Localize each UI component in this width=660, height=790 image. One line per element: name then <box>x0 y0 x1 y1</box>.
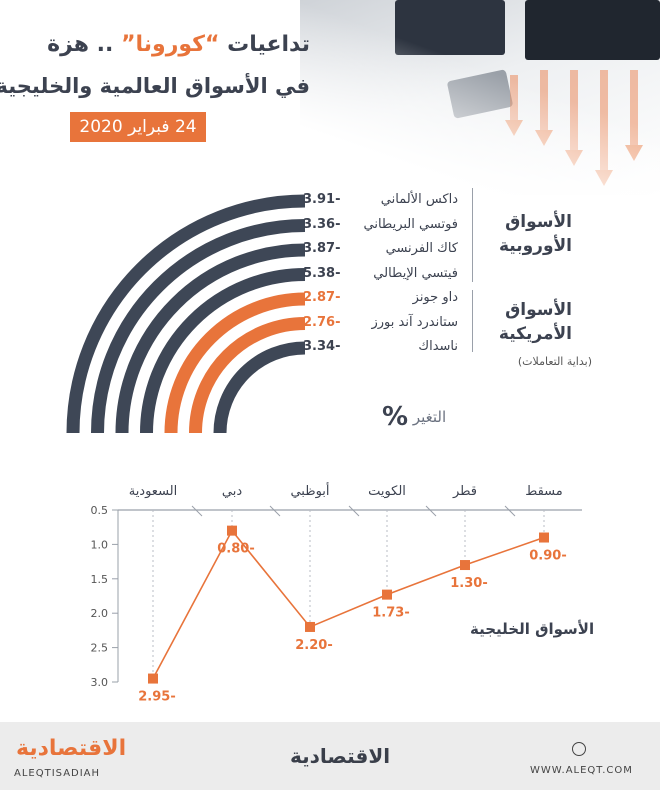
europe-divider <box>472 188 473 282</box>
us-divider <box>472 290 473 352</box>
web-icon <box>572 742 586 756</box>
category-divider <box>425 505 437 517</box>
brand-latin: ALEQTISADIAH <box>14 768 101 779</box>
data-label: 1.30- <box>450 576 487 591</box>
europe-group-label: الأسواق الأوروبية <box>498 212 572 256</box>
change-percent-label: التغير % <box>382 402 447 432</box>
gulf-series-label: الأسواق الخليجية <box>470 620 595 638</box>
y-tick-label: 1.0 <box>91 538 109 551</box>
footer-bar <box>0 722 660 790</box>
us-opening-note: (بداية التعاملات) <box>517 355 592 368</box>
index-arc <box>91 219 306 434</box>
data-label: 1.73- <box>372 606 409 621</box>
index-name: فوتسي البريطاني <box>363 216 458 232</box>
y-tick-label: 1.5 <box>91 573 109 586</box>
category-label: السعودية <box>129 484 178 499</box>
data-point <box>227 525 237 536</box>
us-group-label: الأسواق الأمريكية <box>498 300 572 344</box>
index-value: 3.91- <box>303 192 341 207</box>
category-divider <box>191 505 203 517</box>
page-title: تداعيات “كورونا” .. هزة <box>47 32 310 57</box>
category-label: مسقط <box>525 484 562 499</box>
index-arc <box>213 341 306 434</box>
data-point <box>539 532 549 543</box>
index-value: 3.36- <box>303 216 341 232</box>
y-tick-label: 2.0 <box>91 607 109 620</box>
index-name: ستاندرد آند بورز <box>371 314 459 330</box>
index-value: 2.87- <box>303 290 341 305</box>
category-divider <box>269 505 281 517</box>
data-point <box>382 589 392 600</box>
y-tick-label: 3.0 <box>91 676 109 689</box>
category-label: دبي <box>222 484 242 499</box>
index-value: 2.76- <box>303 314 341 330</box>
index-name: داكس الألماني <box>380 192 458 207</box>
index-name: ناسداك <box>418 339 458 354</box>
data-label: 2.20- <box>295 638 332 653</box>
page-subtitle: في الأسواق العالمية والخليجية <box>0 74 310 98</box>
index-value: 3.34- <box>303 339 341 354</box>
index-value: 5.38- <box>303 265 341 281</box>
category-label: الكويت <box>368 484 406 499</box>
y-tick-label: 2.5 <box>91 642 109 655</box>
data-label: 2.95- <box>138 690 175 705</box>
header-photo-fade <box>300 0 660 200</box>
index-name: فيتسي الإيطالي <box>373 265 458 281</box>
brand-wordmark: الاقتصادية <box>290 744 391 768</box>
brand-logo: الاقتصادية <box>16 736 127 761</box>
index-arc <box>115 243 306 434</box>
date-badge: 24 فبراير 2020 <box>70 112 206 142</box>
gulf-markets-chart: 0.5 1.0 1.5 2.0 2.5 3.0 السعودية دبي أبوظبي الكوي… <box>91 482 582 705</box>
index-arc <box>66 194 306 434</box>
data-point <box>460 560 470 571</box>
title-highlight: “كورونا” <box>121 32 220 57</box>
category-label: أبوظبي <box>290 482 329 499</box>
data-point <box>148 673 158 684</box>
series-line <box>152 529 545 679</box>
website-url: WWW.ALEQT.COM <box>530 765 633 776</box>
index-name: داو جونز <box>412 290 458 305</box>
data-point <box>305 621 315 632</box>
data-label: 0.90- <box>529 549 566 564</box>
index-arc <box>164 292 306 434</box>
data-label: 0.80- <box>217 542 254 557</box>
index-value: 3.87- <box>303 241 341 256</box>
market-arcs <box>66 194 306 434</box>
index-arc <box>140 268 306 434</box>
category-divider <box>348 505 360 517</box>
y-tick-label: 0.5 <box>91 504 109 517</box>
category-divider <box>504 505 516 517</box>
index-arc <box>189 317 306 434</box>
category-label: قطر <box>452 484 477 499</box>
index-name: كاك الفرنسي <box>385 241 458 256</box>
